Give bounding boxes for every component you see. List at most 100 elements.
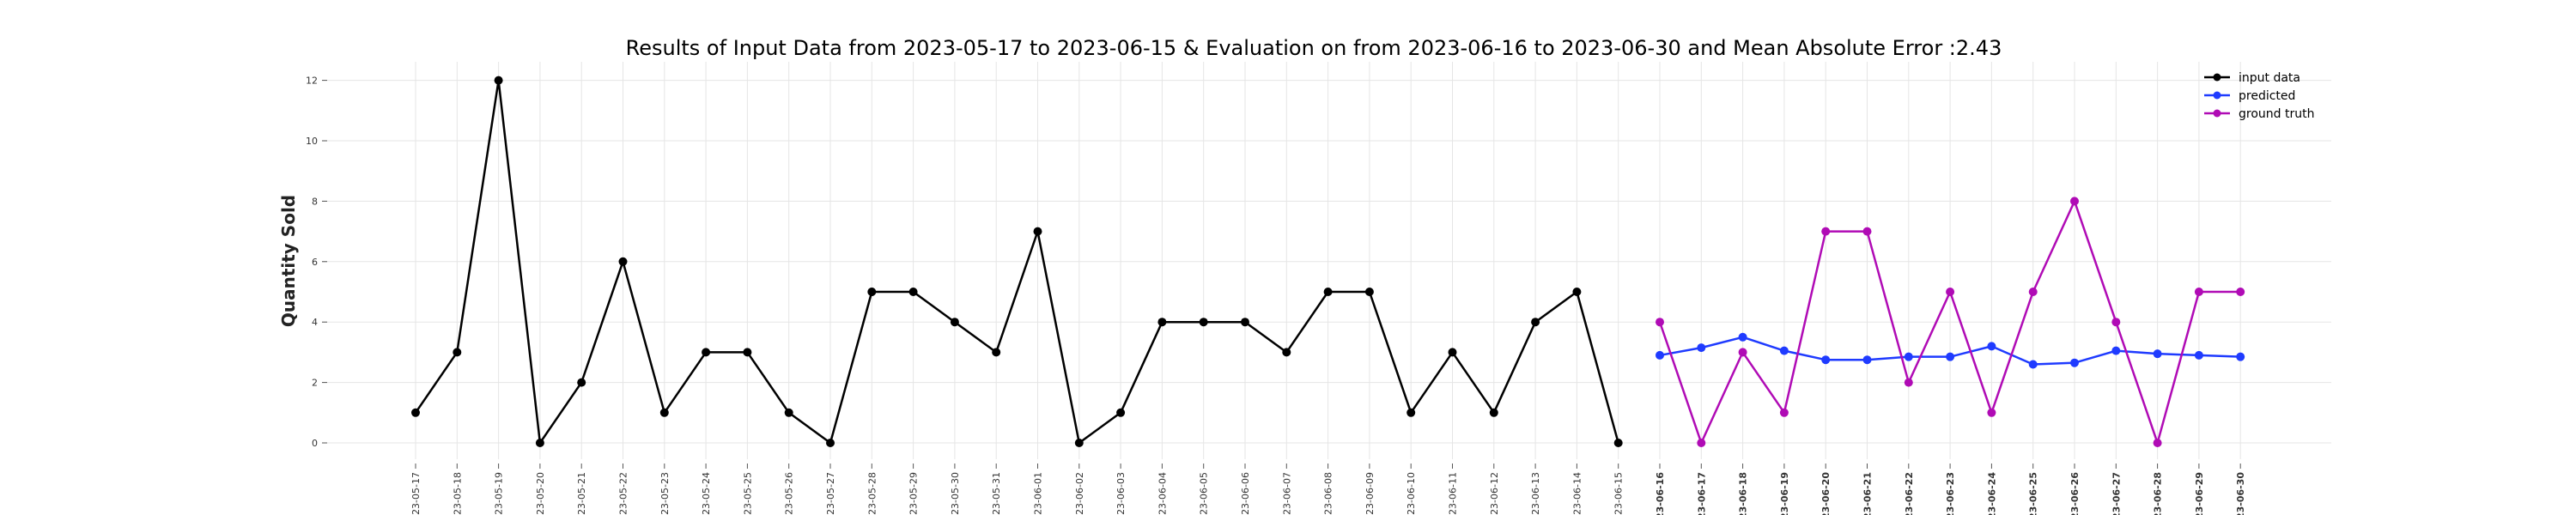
y-tick-label: 2 [312,378,318,389]
x-tick-label: -23-06-08 [1323,472,1334,515]
data-point [1157,318,1167,327]
data-point [992,348,1001,357]
x-tick-label: -23-06-23 [1945,472,1956,515]
legend-swatch-marker [2213,73,2221,82]
data-point [1862,227,1872,236]
x-tick-label: -23-05-28 [866,472,878,515]
x-tick-label: -23-05-17 [410,472,422,515]
x-tick-label: -23-06-24 [1986,472,1997,515]
legend-label: ground truth [2239,107,2314,121]
x-tick-label: -23-06-01 [1033,472,1044,515]
data-point [2153,349,2162,359]
x-tick-label: -23-06-30 [2235,472,2246,515]
x-tick-label: -23-05-27 [825,472,836,515]
data-point [577,378,586,387]
data-point [702,348,711,357]
y-tick-label: 12 [306,76,318,87]
y-axis-label: Quantity Sold [278,195,299,327]
legend: input data predicted ground truth [2204,71,2314,121]
x-tick-label: -23-05-23 [659,472,671,515]
data-point [1987,342,1996,351]
data-point [1489,408,1498,417]
x-tick-label: -23-06-11 [1448,472,1459,515]
legend-swatch-marker [2213,91,2221,100]
data-point [1779,346,1789,355]
x-tick-label: -23-06-29 [2194,472,2205,515]
data-point [2236,288,2245,296]
data-point [1738,348,1747,357]
data-point [826,439,835,447]
series-predicted [1656,332,2245,369]
x-tick-label: -23-05-24 [701,472,712,515]
legend-label: predicted [2239,89,2295,103]
x-tick-label: -23-06-19 [1779,472,1790,515]
data-point [1448,348,1457,357]
data-point [2153,439,2162,447]
data-point [453,348,462,357]
data-point [1364,288,1374,296]
x-tick-label: -23-05-21 [576,472,587,515]
data-point [1738,332,1747,342]
x-tick-label: -23-06-05 [1199,472,1210,515]
data-point [1199,318,1208,327]
data-point [950,318,959,327]
data-point [2111,346,2121,355]
data-point [1613,439,1623,447]
data-point [1946,288,1955,296]
data-point [618,257,628,266]
data-point [1697,343,1706,353]
y-tick-label: 4 [312,317,318,328]
series-group [411,76,2245,447]
x-tick-label: -23-06-16 [1655,472,1666,515]
data-point [743,348,752,357]
y-tick-label: 8 [312,196,318,207]
data-point [1697,439,1706,447]
data-point [908,288,918,296]
series-ground-truth [1656,197,2245,447]
data-point [1862,355,1872,365]
x-tick-label: -23-06-07 [1281,472,1292,515]
data-point [2028,288,2038,296]
x-tick-label: -23-06-06 [1240,472,1251,515]
data-point [1779,408,1789,417]
x-tick-label: -23-05-22 [618,472,629,515]
x-tick-label: -23-05-19 [494,472,505,515]
data-point [1074,439,1084,447]
data-point [494,76,503,85]
data-point [1033,227,1042,236]
x-tick-label: -23-05-20 [535,472,546,515]
y-tick-label: 6 [312,257,318,268]
x-tick-label: -23-06-18 [1738,472,1749,515]
x-tick-label: -23-06-09 [1364,472,1376,515]
x-tick-label: -23-06-03 [1115,472,1127,515]
x-tick-label: -23-06-22 [1904,472,1915,515]
series-line [414,79,1619,445]
x-tick-label: -23-06-14 [1571,472,1583,515]
data-point [1323,288,1333,296]
data-point [1904,378,1913,387]
x-tick-label: -23-06-17 [1696,472,1707,515]
x-tick-label: -23-06-10 [1406,472,1417,515]
data-point [2111,318,2121,327]
data-point [411,408,420,417]
chart-title: Results of Input Data from 2023-05-17 to… [626,36,2002,60]
x-tick-label: -23-06-15 [1613,472,1625,515]
data-point [1656,350,1664,360]
y-axis-ticks: 0 2 4 6 8 10 12 [306,76,327,449]
data-point [1531,318,1540,327]
data-point [1406,408,1416,417]
data-point [1656,318,1664,327]
x-tick-label: -23-05-30 [950,472,961,515]
x-tick-label: -23-05-25 [742,472,753,515]
x-tick-label: -23-06-13 [1530,472,1541,515]
data-point [2070,358,2079,367]
data-point [1821,227,1831,236]
x-tick-label: -23-05-29 [908,472,920,515]
data-point [535,439,544,447]
data-point [2236,352,2245,361]
data-point [659,408,669,417]
series-input-data [411,76,1623,447]
data-point [2028,360,2038,369]
x-tick-label: -23-06-26 [2069,472,2081,515]
